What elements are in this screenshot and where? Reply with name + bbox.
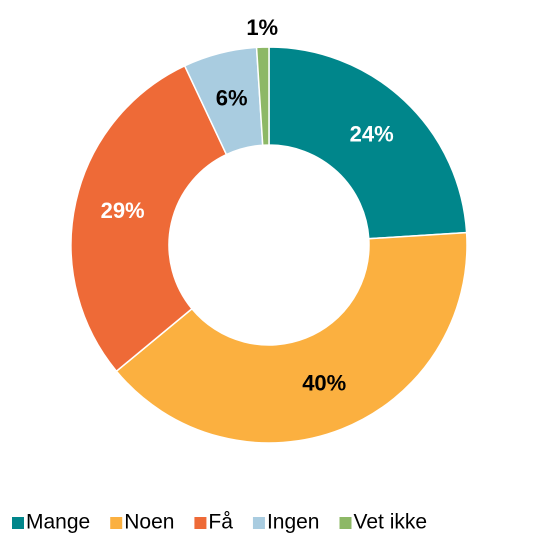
legend-label: Noen [124,511,174,534]
data-label: 6% [216,86,248,111]
legend-label: Mange [26,511,90,534]
donut-slice [255,46,270,146]
donut-slice [70,64,228,373]
data-label: 24% [350,121,394,146]
legend-swatch [110,517,123,529]
legend-label: Få [208,511,233,534]
data-label: 1% [246,15,278,40]
data-label: 29% [101,198,145,223]
donut-slice [115,231,468,444]
legend-swatch [252,517,265,529]
donut-slice [268,46,468,240]
legend-swatch [339,517,352,529]
legend-swatch [12,517,24,529]
legend-swatch [194,517,207,529]
legend-label: Ingen [267,511,320,534]
legend-label: Vet ikke [354,511,428,534]
data-label: 40% [302,370,346,395]
